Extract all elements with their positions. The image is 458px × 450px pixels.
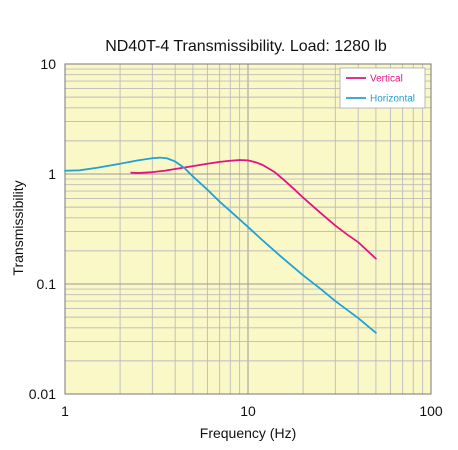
- grid-lines: [65, 64, 431, 394]
- series-group: [64, 156, 377, 334]
- x-tick-label: 100: [419, 403, 443, 419]
- plot-frame: [64, 63, 432, 395]
- y-tick-label: 1: [48, 166, 56, 182]
- x-axis-label: Frequency (Hz): [200, 425, 296, 441]
- y-tick-labels: 0.01 0.1 1 10: [29, 56, 56, 402]
- y-tick-label: 0.01: [29, 386, 56, 402]
- series-line-horizontal: [64, 156, 377, 334]
- series-line-vertical: [130, 159, 377, 260]
- y-tick-label: 0.1: [37, 276, 57, 292]
- y-tick-label: 10: [40, 56, 56, 72]
- x-tick-label: 1: [61, 403, 69, 419]
- legend-box: [339, 67, 426, 109]
- chart-title: ND40T-4 Transmissibility. Load: 1280 lb: [105, 38, 387, 55]
- x-tick-label: 10: [240, 403, 256, 419]
- x-tick-labels: 1 10 100: [61, 403, 443, 419]
- legend-label-vertical: Vertical: [370, 74, 403, 85]
- legend-label-horizontal: Horizontal: [370, 94, 415, 105]
- legend: Vertical Horizontal: [339, 67, 426, 109]
- y-axis-label: Transmissibility: [10, 180, 26, 275]
